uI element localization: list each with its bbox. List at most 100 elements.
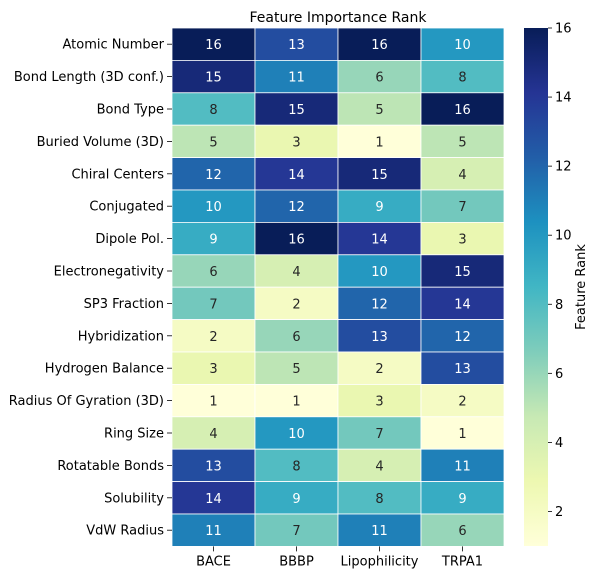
- cell-value-label: 14: [454, 297, 471, 312]
- cell-value-label: 3: [458, 233, 466, 248]
- heatmap-cell: [337, 27, 422, 61]
- cell-value-label: 12: [288, 200, 305, 215]
- row-label: SP3 Fraction: [84, 297, 164, 312]
- heatmap-cell: [254, 448, 339, 483]
- row-label: VdW Radius: [86, 524, 164, 539]
- heatmap-cell: [420, 416, 505, 450]
- row-label: Electronegativity: [54, 265, 165, 280]
- cell-value-label: 15: [205, 71, 222, 86]
- heatmap-cell: [254, 60, 339, 94]
- cell-value-label: 3: [375, 395, 383, 410]
- cell-value-label: 8: [458, 71, 466, 86]
- cell-value-label: 6: [292, 330, 300, 345]
- row-label: Hybridization: [78, 329, 164, 344]
- cell-value-label: 13: [371, 330, 388, 345]
- heatmap-cell: [420, 383, 505, 418]
- cell-value-label: 4: [209, 427, 217, 442]
- heatmap-cell: [254, 27, 339, 61]
- cell-value-label: 8: [375, 492, 383, 507]
- cell-value-label: 5: [458, 135, 466, 150]
- cell-value-label: 1: [458, 427, 466, 442]
- cell-value-label: 3: [209, 362, 217, 377]
- cell-value-label: 16: [205, 38, 222, 53]
- heatmap-cell: [337, 157, 422, 191]
- cell-value-label: 2: [209, 330, 217, 345]
- heatmap-cell: [420, 351, 505, 385]
- heatmap-cell: [337, 221, 422, 256]
- cell-value-label: 1: [209, 395, 217, 410]
- cell-value-label: 11: [288, 71, 305, 86]
- colorbar-tick-label: 6: [555, 367, 563, 382]
- row-label: Buried Volume (3D): [37, 135, 164, 150]
- heatmap-cell: [171, 416, 256, 450]
- heatmap-cell: [337, 189, 422, 223]
- heatmap-cell: [337, 481, 422, 515]
- heatmap-cell: [337, 254, 422, 288]
- colorbar-tick-label: 12: [555, 160, 572, 175]
- cell-value-label: 8: [292, 459, 300, 474]
- cell-value-label: 14: [371, 233, 388, 248]
- cell-value-label: 14: [205, 492, 222, 507]
- row-label: Rotatable Bonds: [57, 459, 164, 474]
- cell-value-label: 7: [209, 297, 217, 312]
- colorbar-tick-label: 14: [555, 91, 572, 106]
- row-label: Bond Type: [97, 103, 164, 118]
- heatmap-cell: [337, 383, 422, 418]
- colorbar-gradient: [524, 28, 548, 546]
- column-label: TRPA1: [441, 554, 483, 569]
- column-label: Lipophilicity: [341, 554, 419, 569]
- heatmap-cell: [171, 319, 256, 353]
- heatmap-cell: [420, 124, 505, 158]
- heatmap-cell: [420, 27, 505, 61]
- cell-value-label: 16: [371, 38, 388, 53]
- row-label: Atomic Number: [63, 38, 165, 53]
- cell-value-label: 7: [458, 200, 466, 215]
- cell-value-label: 15: [288, 103, 305, 118]
- heatmap-cell: [171, 189, 256, 223]
- cell-value-label: 2: [375, 362, 383, 377]
- row-label: Conjugated: [89, 200, 164, 215]
- cell-value-label: 4: [458, 168, 466, 183]
- heatmap-cell: [171, 221, 256, 256]
- cell-value-label: 4: [292, 265, 300, 280]
- cell-value-label: 15: [454, 265, 471, 280]
- heatmap-cell: [420, 448, 505, 483]
- column-label: BACE: [196, 554, 231, 569]
- row-label: Hydrogen Balance: [45, 362, 164, 377]
- colorbar-tick-label: 16: [555, 22, 572, 37]
- colorbar-label: Feature Rank: [574, 244, 589, 330]
- cell-value-label: 7: [375, 427, 383, 442]
- row-label: Chiral Centers: [71, 167, 164, 182]
- cell-value-label: 4: [375, 459, 383, 474]
- cell-value-label: 10: [454, 38, 471, 53]
- heatmap-cell: [254, 351, 339, 385]
- column-label: BBBP: [279, 554, 314, 569]
- heatmap-cell: [337, 448, 422, 483]
- heatmap-cell: [420, 157, 505, 191]
- cell-value-label: 6: [375, 71, 383, 86]
- cell-value-label: 6: [209, 265, 217, 280]
- cell-value-label: 9: [209, 233, 217, 248]
- heatmap-cell: [420, 189, 505, 223]
- cell-value-label: 14: [288, 168, 305, 183]
- heatmap-cell: [420, 513, 505, 547]
- cell-value-label: 11: [205, 524, 222, 539]
- row-label: Bond Length (3D conf.): [14, 70, 164, 85]
- cell-value-label: 15: [371, 168, 388, 183]
- cell-value-label: 9: [375, 200, 383, 215]
- colorbar: 2 4 6 8 10 12 14 16 Feature Rank: [524, 22, 589, 546]
- heatmap-cell: [420, 221, 505, 256]
- cell-value-label: 1: [375, 135, 383, 150]
- cell-value-label: 1: [292, 395, 300, 410]
- cell-value-label: 10: [205, 200, 222, 215]
- cell-value-label: 12: [205, 168, 222, 183]
- heatmap-cell: [420, 286, 505, 321]
- heatmap-cell: [420, 60, 505, 94]
- row-label: Radius Of Gyration (3D): [9, 394, 164, 409]
- column-labels: BACE BBBP Lipophilicity TRPA1: [196, 546, 483, 569]
- cell-value-label: 13: [288, 38, 305, 53]
- row-label: Ring Size: [104, 427, 164, 442]
